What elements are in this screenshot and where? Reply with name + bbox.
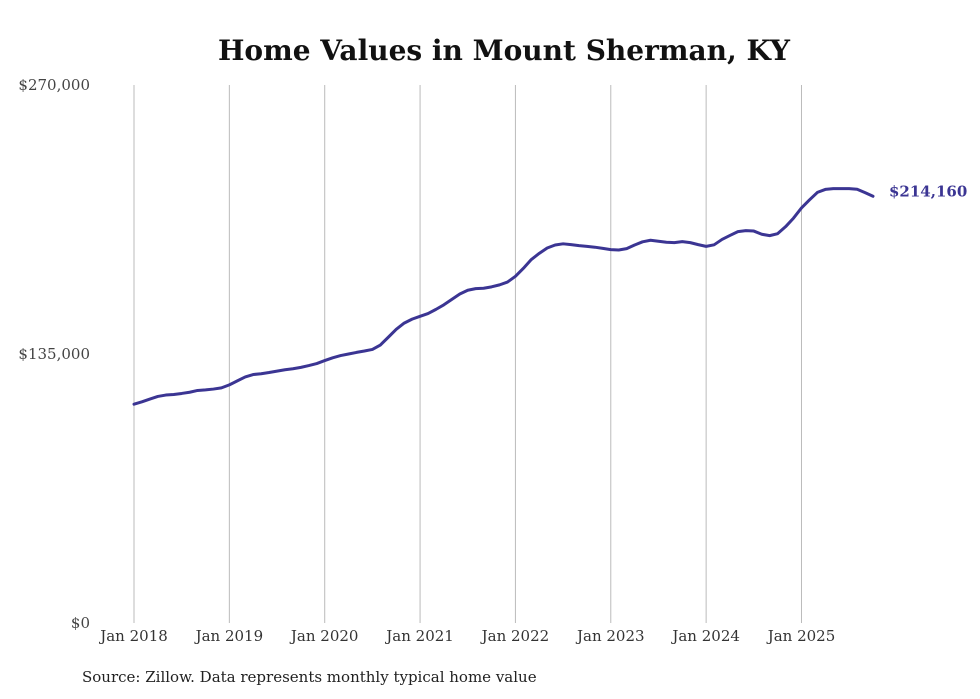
x-tick-label: Jan 2023 (575, 627, 645, 645)
y-tick-label: $135,000 (18, 345, 90, 363)
x-tick-label: Jan 2022 (480, 627, 550, 645)
series-line (132, 187, 875, 406)
chart-title: Home Values in Mount Sherman, KY (218, 34, 791, 67)
x-tick-label: Jan 2020 (289, 627, 359, 645)
x-tick-label: Jan 2021 (384, 627, 454, 645)
series-home-value (132, 187, 875, 406)
x-tick-label: Jan 2024 (670, 627, 740, 645)
y-tick-label: $270,000 (18, 76, 90, 94)
end-value-label: $214,160 (889, 182, 967, 200)
source-note: Source: Zillow. Data represents monthly … (82, 668, 537, 686)
x-tick-label: Jan 2025 (766, 627, 836, 645)
x-axis-tick-labels: Jan 2018 Jan 2019 Jan 2020 Jan 2021 Jan 2022… (98, 627, 835, 645)
x-tick-label: Jan 2019 (194, 627, 264, 645)
y-tick-label: $0 (71, 614, 90, 632)
y-axis-tick-labels: $0 $135,000 $270,000 (18, 76, 90, 632)
vertical-gridlines (133, 85, 802, 623)
x-tick-label: Jan 2018 (98, 627, 168, 645)
